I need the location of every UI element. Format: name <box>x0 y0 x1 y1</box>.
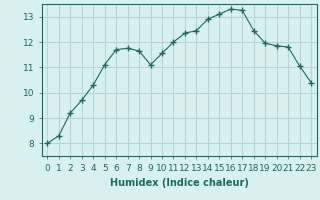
X-axis label: Humidex (Indice chaleur): Humidex (Indice chaleur) <box>110 178 249 188</box>
